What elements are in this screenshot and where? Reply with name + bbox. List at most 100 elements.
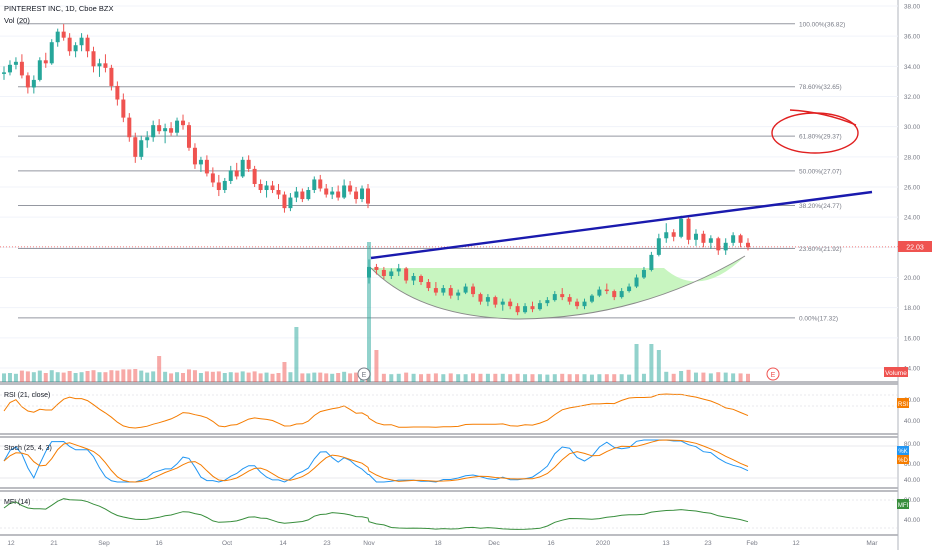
candle-body-101[interactable] [656, 238, 661, 255]
candle-body-9[interactable] [55, 31, 60, 43]
candle-body-27[interactable] [163, 128, 168, 132]
candle-body-98[interactable] [634, 277, 639, 287]
candle-body-45[interactable] [270, 185, 275, 191]
candle-body-46[interactable] [276, 190, 281, 195]
candle-body-43[interactable] [258, 183, 263, 191]
candle-body-48[interactable] [288, 197, 293, 209]
candle-body-104[interactable] [679, 218, 684, 237]
candle-body-77[interactable] [478, 294, 483, 302]
candle-body-91[interactable] [582, 301, 587, 307]
candle-body-28[interactable] [169, 128, 174, 133]
candle-body-6[interactable] [37, 60, 42, 80]
candle-body-36[interactable] [216, 182, 221, 191]
candle-body-54[interactable] [324, 188, 329, 195]
candle-body-40[interactable] [240, 159, 245, 177]
candle-body-111[interactable] [731, 235, 736, 243]
candle-body-47[interactable] [282, 194, 287, 209]
candle-body-12[interactable] [73, 45, 78, 52]
candle-body-21[interactable] [127, 117, 132, 138]
candle-body-5[interactable] [31, 79, 36, 88]
candle-body-60[interactable] [360, 188, 365, 200]
candle-body-34[interactable] [204, 159, 209, 174]
earnings-marker-1[interactable] [357, 367, 371, 381]
candle-body-55[interactable] [330, 191, 335, 195]
stoch-k-line[interactable] [3, 439, 749, 483]
candle-body-58[interactable] [348, 185, 353, 192]
candle-body-89[interactable] [567, 297, 572, 302]
candle-body-39[interactable] [234, 170, 239, 177]
candle-body-20[interactable] [121, 99, 126, 118]
candle-body-83[interactable] [523, 306, 528, 313]
candle-body-72[interactable] [441, 288, 446, 293]
candle-body-24[interactable] [145, 137, 150, 141]
volume-study-label[interactable]: Vol (20) [4, 16, 30, 25]
candle-body-73[interactable] [448, 288, 453, 296]
candle-body-110[interactable] [723, 242, 728, 251]
stoch-title[interactable]: Stoch (25, 4, 3) [4, 445, 52, 452]
candle-body-30[interactable] [181, 120, 186, 126]
candle-body-23[interactable] [139, 140, 144, 157]
candle-body-95[interactable] [612, 291, 617, 298]
ascending-trendline[interactable] [370, 190, 873, 260]
candle-body-106[interactable] [693, 233, 698, 240]
candle-body-41[interactable] [246, 159, 251, 169]
candle-body-13[interactable] [79, 37, 84, 46]
candle-body-63[interactable] [374, 266, 379, 270]
candle-body-37[interactable] [222, 180, 227, 191]
candle-body-85[interactable] [537, 303, 542, 310]
candle-body-82[interactable] [515, 306, 520, 313]
candle-body-14[interactable] [85, 37, 90, 52]
candle-body-78[interactable] [485, 297, 490, 302]
candle-body-86[interactable] [545, 300, 550, 304]
candle-body-32[interactable] [192, 147, 197, 165]
candle-body-71[interactable] [433, 288, 438, 293]
candle-body-1[interactable] [7, 64, 12, 73]
candle-body-112[interactable] [738, 235, 743, 243]
candle-body-52[interactable] [312, 179, 317, 191]
candle-body-38[interactable] [228, 170, 233, 181]
candle-body-105[interactable] [686, 218, 691, 240]
candle-body-2[interactable] [13, 61, 18, 65]
candle-body-16[interactable] [97, 63, 102, 67]
earnings-marker-2[interactable] [766, 367, 780, 381]
candle-body-8[interactable] [49, 42, 54, 64]
stoch-d-line[interactable] [3, 439, 749, 483]
candle-body-107[interactable] [701, 233, 706, 243]
mfi-line[interactable] [3, 498, 749, 530]
candle-body-75[interactable] [463, 286, 468, 293]
candle-body-33[interactable] [198, 159, 203, 165]
candle-body-35[interactable] [210, 173, 215, 183]
candle-body-76[interactable] [471, 286, 476, 295]
candle-body-11[interactable] [67, 37, 72, 52]
candle-body-66[interactable] [396, 268, 401, 272]
candle-body-102[interactable] [664, 232, 669, 239]
candle-body-50[interactable] [300, 191, 305, 200]
candle-body-59[interactable] [354, 191, 359, 200]
candle-body-7[interactable] [43, 60, 48, 64]
candle-body-74[interactable] [456, 292, 461, 296]
candle-body-100[interactable] [649, 254, 654, 270]
candle-body-90[interactable] [575, 301, 580, 307]
candle-body-97[interactable] [627, 286, 632, 292]
candle-body-56[interactable] [336, 191, 341, 198]
candle-body-15[interactable] [91, 51, 96, 67]
candle-body-93[interactable] [597, 289, 602, 296]
candle-body-84[interactable] [530, 306, 535, 310]
candle-body-3[interactable] [19, 61, 24, 76]
candle-body-108[interactable] [708, 238, 713, 243]
rsi-title[interactable]: RSI (21, close) [4, 392, 50, 399]
candle-body-80[interactable] [500, 301, 505, 305]
candle-body-44[interactable] [264, 185, 269, 191]
candle-body-18[interactable] [109, 67, 114, 86]
candle-body-10[interactable] [61, 31, 66, 38]
candle-body-109[interactable] [716, 238, 721, 251]
candle-body-19[interactable] [115, 85, 120, 100]
candle-body-99[interactable] [641, 269, 646, 278]
candle-body-81[interactable] [508, 301, 513, 307]
candle-body-31[interactable] [186, 125, 191, 148]
candle-body-64[interactable] [381, 269, 386, 276]
candle-body-4[interactable] [25, 75, 30, 88]
candle-body-61[interactable] [366, 188, 370, 204]
candle-body-68[interactable] [411, 275, 416, 281]
